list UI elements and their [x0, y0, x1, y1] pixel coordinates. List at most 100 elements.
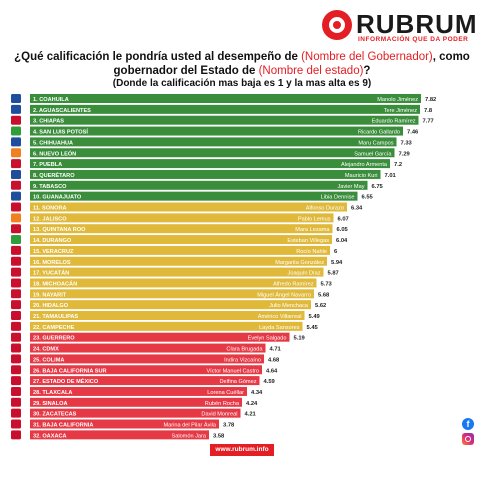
value-label: 7.77 — [423, 119, 434, 125]
party-logo-icon — [11, 169, 21, 179]
value-label: 5.62 — [315, 303, 326, 309]
state-label: 30. ZACATECAS — [33, 412, 77, 418]
bar — [30, 235, 332, 245]
party-logo-icon — [11, 397, 21, 407]
state-label: 32. OAXACA — [33, 433, 67, 439]
value-label: 7.8 — [424, 108, 433, 114]
value-label: 6.05 — [337, 227, 349, 233]
state-label: 31. BAJA CALIFORNIA — [33, 423, 93, 429]
bar — [30, 278, 317, 288]
bar — [30, 137, 397, 147]
value-label: 7.29 — [399, 151, 411, 157]
party-logo-icon — [11, 365, 21, 375]
governor-label: Clara Brugada — [226, 347, 263, 353]
state-label: 20. HIDALGO — [33, 303, 69, 309]
facebook-icon[interactable]: f — [462, 418, 474, 430]
question-title: ¿Qué calificación le pondría usted al de… — [0, 50, 484, 78]
bar — [30, 419, 219, 429]
bar — [30, 386, 247, 396]
bar — [30, 169, 381, 179]
party-logo-icon — [11, 245, 21, 255]
governor-label: Tere Jiménez — [384, 108, 417, 114]
value-label: 7.82 — [425, 97, 436, 103]
ratings-bar-chart: 1. COAHUILA Manolo Jiménez 7.82 2. AGUASCAL… — [11, 94, 436, 440]
instagram-icon[interactable] — [462, 433, 474, 445]
party-logo-icon — [11, 104, 21, 114]
governor-label: Pablo Lemus — [298, 216, 331, 222]
bar — [30, 376, 260, 386]
governor-label: Maru Campos — [358, 140, 393, 146]
bar — [30, 300, 311, 310]
governor-label: Julio Menchaca — [269, 303, 309, 309]
state-label: 13. QUINTANA ROO — [33, 227, 86, 233]
value-label: 5.49 — [309, 314, 321, 320]
state-label: 16. MORELOS — [33, 260, 71, 266]
value-label: 4.64 — [266, 368, 278, 374]
party-logo-icon — [11, 126, 21, 136]
bar — [30, 321, 303, 331]
bar — [30, 365, 262, 375]
state-label: 9. TABASCO — [33, 184, 67, 190]
bar — [30, 311, 305, 320]
value-label: 5.19 — [294, 336, 306, 342]
value-label: 3.78 — [223, 423, 235, 429]
party-logo-icon — [11, 386, 21, 396]
governor-label: Eduardo Ramírez — [372, 119, 416, 125]
governor-label: Margarita González — [275, 260, 324, 266]
governor-label: Libia Dennise — [321, 195, 355, 201]
governor-label: Américo Villarreal — [258, 314, 302, 320]
state-label: 18. MICHOACÁN — [33, 280, 77, 287]
bar — [30, 104, 420, 114]
state-label: 6. NUEVO LEÓN — [33, 149, 76, 157]
state-label: 26. BAJA CALIFORNIA SUR — [33, 368, 107, 374]
state-label: 2. AGUASCALIENTES — [33, 108, 91, 114]
governor-label: Ricardo Gallardo — [358, 130, 400, 136]
state-label: 3. CHIAPAS — [33, 119, 64, 125]
party-logo-icon — [11, 343, 21, 353]
party-logo-icon — [11, 202, 21, 212]
bar — [30, 159, 390, 169]
party-logo-icon — [11, 419, 21, 429]
value-label: 4.68 — [268, 357, 280, 363]
value-label: 3.58 — [213, 433, 225, 439]
state-label: 15. VERACRUZ — [33, 249, 74, 255]
governor-placeholder: (Nombre del Gobernador) — [301, 51, 433, 63]
state-label: 4. SAN LUIS POTOSÍ — [33, 128, 88, 136]
state-label: 12. JALISCO — [33, 216, 67, 222]
party-logo-icon — [11, 376, 21, 386]
logo-wordmark: RUBRUM — [356, 9, 478, 39]
bar — [30, 354, 264, 364]
governor-label: Manolo Jiménez — [377, 97, 418, 103]
value-label: 4.71 — [270, 347, 282, 353]
party-logo-icon — [11, 289, 21, 299]
party-logo-icon — [11, 115, 21, 125]
website-footer[interactable]: www.rubrum.info — [210, 444, 274, 456]
logo-tagline: INFORMACIÓN QUE DA PODER — [358, 36, 469, 43]
governor-label: Javier May — [337, 184, 364, 190]
state-label: 23. GUERRERO — [33, 336, 75, 342]
governor-label: Víctor Manuel Castro — [206, 368, 259, 374]
party-logo-icon — [11, 235, 21, 245]
bar — [30, 126, 403, 136]
party-logo-icon — [11, 224, 21, 234]
party-logo-icon — [11, 159, 21, 169]
bar — [30, 408, 241, 418]
party-logo-icon — [11, 300, 21, 310]
governor-label: David Monreal — [201, 412, 237, 418]
governor-label: Layda Sansores — [259, 325, 300, 331]
state-label: 10. GUANAJUATO — [33, 195, 82, 201]
rubrum-logo: RUBRUM INFORMACIÓN QUE DA PODER — [322, 10, 482, 44]
value-label: 6.07 — [338, 216, 349, 222]
value-label: 5.73 — [321, 281, 333, 287]
state-label: 25. COLIMA — [33, 357, 64, 363]
state-label: 7. PUEBLA — [33, 162, 62, 168]
party-logo-icon — [11, 332, 21, 342]
party-logo-icon — [11, 321, 21, 331]
title-line2-suffix: ? — [363, 65, 371, 77]
title-line2-prefix: gobernador del Estado de — [113, 65, 259, 77]
value-label: 7.2 — [394, 162, 402, 168]
value-label: 4.21 — [245, 412, 257, 418]
bar — [30, 148, 395, 158]
governor-label: Marina del Pilar Ávila — [163, 422, 216, 429]
governor-label: Mauricio Kuri — [345, 173, 378, 179]
